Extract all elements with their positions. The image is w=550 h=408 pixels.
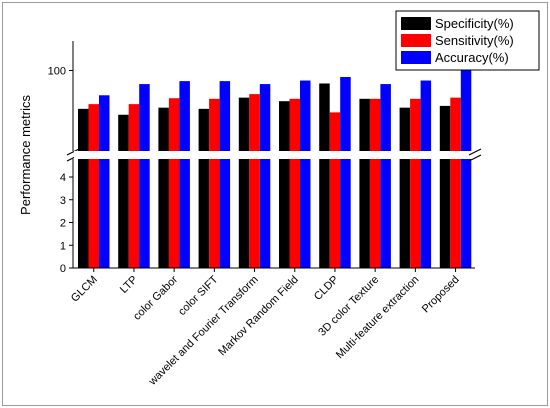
bar-specificity	[78, 108, 89, 268]
bar-specificity	[118, 114, 129, 268]
bar-sensitivity	[88, 104, 99, 268]
bar-sensitivity	[249, 94, 260, 268]
ticks-layer: 0 1 2 3 4 100	[48, 66, 457, 275]
bar-accuracy	[259, 84, 271, 268]
legend-label: Accuracy(%)	[435, 50, 509, 65]
bar-specificity	[399, 107, 411, 268]
bar-sensitivity	[329, 112, 341, 268]
bar-accuracy	[380, 84, 391, 268]
legend-label: Specificity(%)	[435, 16, 514, 31]
x-category-label: LTP	[118, 274, 140, 296]
bar-accuracy	[300, 80, 311, 268]
bar-sensitivity	[450, 97, 461, 268]
bar-specificity	[439, 105, 451, 269]
bar-sensitivity	[410, 98, 421, 268]
x-category-label: GLCM	[69, 274, 100, 305]
bar-sensitivity	[128, 104, 140, 268]
y-tick-label: 100	[48, 66, 66, 78]
bar-sensitivity	[168, 98, 180, 268]
x-category-label: CLDP	[312, 274, 341, 303]
y-axis-label: Performance metrics	[18, 95, 33, 215]
legend-swatch	[401, 34, 431, 47]
x-category-label: Markov Random Field	[216, 274, 301, 359]
bar-sensitivity	[209, 98, 220, 268]
bar-accuracy	[460, 66, 472, 268]
bar-specificity	[319, 83, 330, 268]
bar-accuracy	[420, 80, 432, 268]
bar-sensitivity	[369, 98, 381, 268]
y-tick-label: 4	[60, 172, 66, 184]
bar-accuracy	[139, 84, 150, 268]
legend: Specificity(%) Sensitivity(%) Accuracy(%)	[395, 10, 540, 71]
axis-break-gap	[74, 151, 475, 159]
axis-break-mark-right	[468, 148, 482, 162]
bar-accuracy	[179, 81, 190, 269]
legend-label: Sensitivity(%)	[435, 33, 514, 48]
x-category-label: Proposed	[420, 274, 462, 316]
bar-specificity	[359, 98, 370, 268]
bar-specificity	[198, 108, 210, 268]
x-category-label: Multi-feature extraction	[334, 274, 422, 362]
bar-specificity	[158, 107, 169, 268]
bar-accuracy	[340, 76, 351, 269]
y-tick-label: 3	[60, 195, 66, 207]
y-tick-label: 2	[60, 218, 66, 230]
legend-swatch	[401, 51, 431, 64]
bars-layer	[78, 66, 472, 269]
bar-accuracy	[219, 81, 231, 269]
y-tick-label: 0	[60, 263, 66, 275]
bar-accuracy	[99, 95, 110, 268]
legend-swatch	[401, 17, 431, 30]
bar-specificity	[279, 101, 290, 269]
y-tick-label: 1	[60, 240, 66, 252]
bar-sensitivity	[289, 98, 300, 268]
bar-specificity	[238, 97, 250, 268]
